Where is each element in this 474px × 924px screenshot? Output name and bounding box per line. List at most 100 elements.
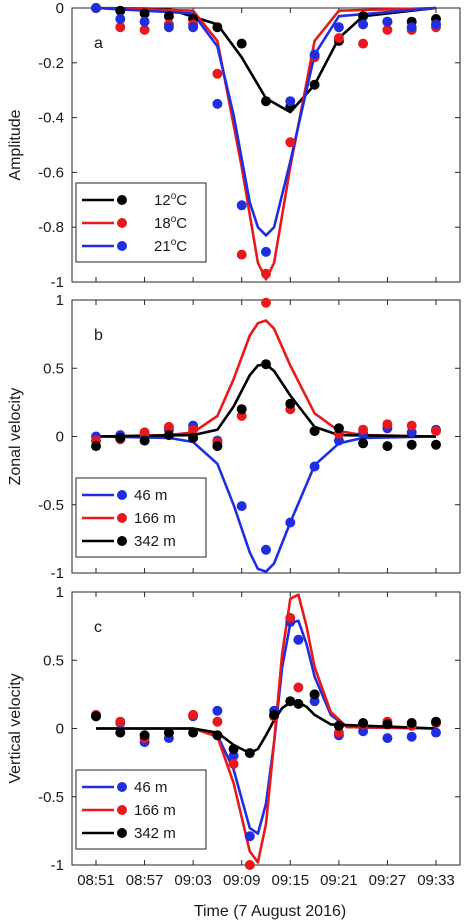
data-point [115, 5, 126, 16]
data-point [139, 16, 150, 27]
data-point [309, 461, 320, 472]
y-tick-label: -1 [51, 857, 64, 874]
legend-marker [117, 782, 127, 792]
y-tick-label: 0 [56, 721, 64, 738]
data-point [212, 22, 223, 33]
data-point [431, 426, 441, 436]
legend: 46 m 166 m 342 m [75, 477, 207, 558]
data-point [244, 860, 255, 870]
panel-a: -1 -0.8 -0.6 -0.4 -0.2 0 Amplitude a 12oC 18oC 21o… [7, 0, 461, 291]
data-point [333, 22, 344, 33]
data-point [163, 11, 174, 22]
panel-c: -1 -0.5 0 0.5 1 08:51 08:57 09:03 09:09 09:15 09:2… [7, 584, 461, 889]
data-point [236, 200, 247, 211]
y-tick-label: 0 [56, 429, 64, 446]
y-axis-label: Vertical velocity [7, 673, 24, 783]
data-point [406, 420, 417, 431]
data-point [115, 716, 126, 727]
data-point [261, 96, 271, 107]
data-point [115, 727, 126, 738]
legend-entry: 46 m [134, 487, 167, 504]
data-point [261, 297, 271, 308]
x-tick-label: 09:15 [272, 872, 310, 889]
data-point [431, 716, 441, 727]
y-tick-label: -1 [51, 565, 64, 582]
data-point [244, 831, 255, 842]
fit-line-18 [95, 6, 437, 281]
y-tick-label: -0.5 [38, 789, 64, 806]
data-point [212, 68, 223, 79]
data-point [212, 441, 223, 452]
legend-entry: 18oC [154, 214, 187, 232]
data-point [285, 696, 296, 707]
fit-line-166-m [96, 593, 437, 864]
data-point [244, 748, 255, 759]
legend-entry: 12oC [154, 191, 187, 209]
data-point [212, 716, 223, 727]
data-point [236, 501, 247, 512]
data-point [406, 718, 417, 728]
data-point [261, 268, 271, 279]
data-point [309, 689, 320, 700]
x-axis-label: Time (7 August 2016) [194, 903, 346, 920]
data-point [431, 727, 441, 738]
data-point [358, 11, 369, 22]
data-point [212, 705, 223, 716]
data-point [358, 718, 369, 728]
data-point [431, 439, 441, 450]
data-point [358, 19, 369, 30]
data-point [382, 419, 393, 430]
x-tick-label: 08:51 [77, 872, 115, 889]
data-point [406, 22, 417, 33]
legend-marker [117, 828, 127, 838]
data-point [91, 441, 101, 452]
legend-entry: 342 m [134, 825, 176, 842]
data-point [382, 733, 393, 744]
y-tick-label: -0.8 [38, 219, 64, 236]
data-point [358, 38, 369, 49]
legend-marker [117, 490, 127, 500]
data-point [236, 404, 247, 415]
data-point [139, 730, 150, 741]
data-point [293, 682, 304, 693]
data-point [188, 709, 199, 720]
y-tick-label: -0.6 [38, 164, 64, 181]
y-tick-label: 0.5 [43, 652, 64, 669]
x-tick-label: 09:27 [369, 872, 407, 889]
data-point [91, 711, 101, 722]
data-point [358, 424, 369, 435]
data-point [236, 249, 247, 260]
data-point [285, 517, 296, 528]
data-point [236, 38, 247, 49]
x-tick-label: 09:21 [320, 872, 358, 889]
data-point [269, 709, 280, 720]
data-point [293, 634, 304, 645]
data-point [382, 441, 393, 452]
data-point [212, 730, 223, 741]
data-point [139, 435, 150, 446]
data-point [261, 359, 271, 370]
legend-entry: 166 m [134, 510, 176, 527]
legend: 46 m 166 m 342 m [75, 769, 207, 850]
legend-entry: 166 m [134, 802, 176, 819]
legend-marker [117, 195, 127, 205]
x-tick-label: 08:57 [126, 872, 164, 889]
data-point [309, 79, 320, 90]
panel-label: a [94, 35, 103, 52]
y-tick-label: 0 [56, 0, 64, 17]
data-point [115, 432, 126, 443]
data-point [358, 438, 369, 449]
data-point [139, 8, 150, 19]
data-point [261, 544, 271, 555]
data-point [309, 426, 320, 436]
data-point [163, 22, 174, 33]
data-point [115, 14, 126, 24]
data-point [228, 759, 239, 769]
data-point [163, 727, 174, 738]
data-point [293, 698, 304, 709]
data-point [115, 22, 126, 33]
data-point [91, 3, 101, 13]
legend: 12oC 18oC 21oC [75, 182, 207, 263]
data-point [139, 427, 150, 438]
